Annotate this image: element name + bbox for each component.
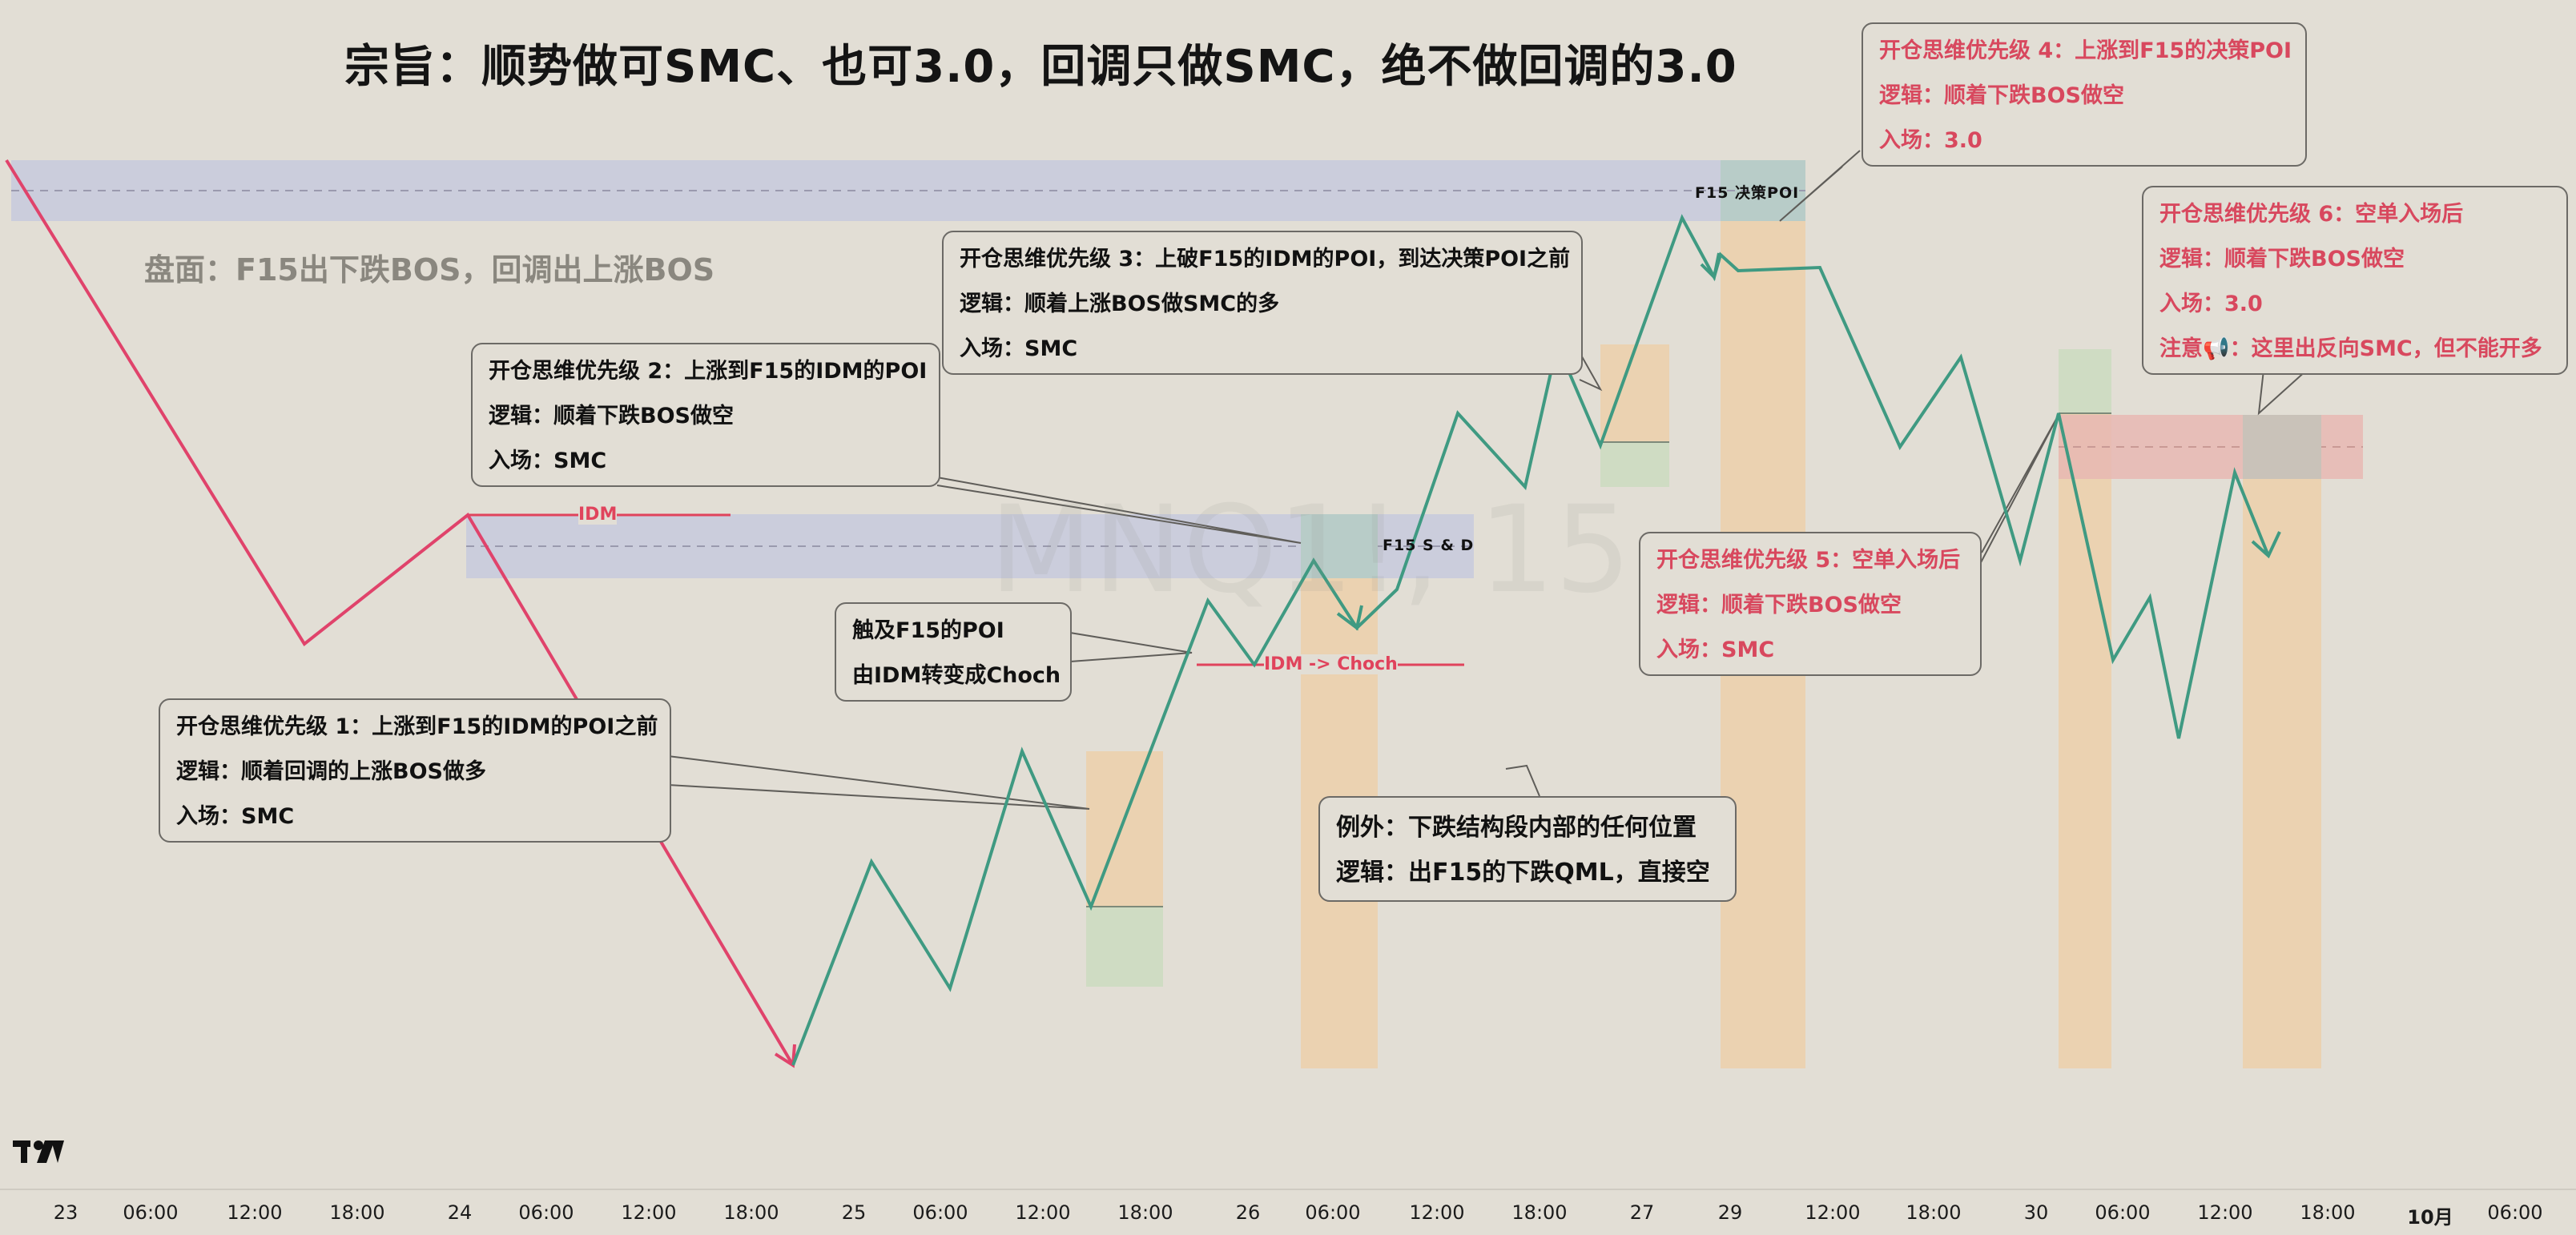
callout-priority-5-logic: 逻辑：顺着下跌BOS做空 <box>1656 593 1902 618</box>
arrow-tip-2 <box>1700 252 1721 281</box>
callout-priority-5-title: 开仓思维优先级 5：空单入场后 <box>1656 548 1961 573</box>
callout-priority-6-note: 注意📢：这里出反向SMC，但不能开多 <box>2159 336 2542 361</box>
time-axis-tick: 25 <box>841 1201 867 1224</box>
time-axis-tick: 12:00 <box>2197 1201 2253 1224</box>
callout-touch-poi-line1: 触及F15的POI <box>852 618 1004 643</box>
time-axis-tick: 12:00 <box>1805 1201 1861 1224</box>
time-axis-tick: 12:00 <box>1409 1201 1465 1224</box>
callout-priority-3-title: 开仓思维优先级 3：上破F15的IDM的POI，到达决策POI之前 <box>960 247 1571 272</box>
time-axis-tick: 06:00 <box>2487 1201 2543 1224</box>
time-axis[interactable] <box>0 1189 2576 1235</box>
tradingview-logo-icon[interactable] <box>11 1136 67 1168</box>
poi-orange-box-1 <box>1086 751 1163 907</box>
short-entry-orange-column <box>2059 413 2111 1068</box>
short-entry-green-box <box>2059 349 2111 413</box>
callout-priority-3: 开仓思维优先级 3：上破F15的IDM的POI，到达决策POI之前 逻辑：顺着上… <box>942 231 1583 375</box>
red-zone-grey-box <box>2243 415 2321 479</box>
time-axis-tick: 06:00 <box>912 1201 968 1224</box>
callout-priority-6-title: 开仓思维优先级 6：空单入场后 <box>2159 202 2464 227</box>
time-axis-tick: 30 <box>2023 1201 2049 1224</box>
time-axis-tick: 18:00 <box>1117 1201 1173 1224</box>
time-axis-tick: 18:00 <box>2300 1201 2356 1224</box>
callout-priority-3-entry: 入场：SMC <box>960 336 1078 361</box>
poi-green-box-1 <box>1086 907 1163 987</box>
time-axis-tick: 06:00 <box>518 1201 574 1224</box>
callout-exception: 例外：下跌结构段内部的任何位置 逻辑：出F15的下跌QML，直接空 <box>1318 796 1737 902</box>
callout-priority-2-logic: 逻辑：顺着下跌BOS做空 <box>489 404 734 428</box>
callout-priority-6-entry: 入场：3.0 <box>2159 292 2263 316</box>
callout-priority-4-title: 开仓思维优先级 4：上涨到F15的决策POI <box>1879 38 2292 63</box>
callout-priority-6: 开仓思维优先级 6：空单入场后 逻辑：顺着下跌BOS做空 入场：3.0 注意📢：… <box>2142 186 2568 375</box>
time-axis-tick: 10月 <box>2407 1206 2453 1229</box>
time-axis-tick: 18:00 <box>329 1201 385 1224</box>
time-axis-tick: 18:00 <box>723 1201 779 1224</box>
time-axis-tick: 27 <box>1629 1201 1655 1224</box>
idm-choch-level-label: IDM -> Choch <box>1264 654 1398 674</box>
time-axis-tick: 26 <box>1235 1201 1261 1224</box>
callout-priority-2: 开仓思维优先级 2：上涨到F15的IDM的POI 逻辑：顺着下跌BOS做空 入场… <box>471 343 940 487</box>
time-axis-tick: 06:00 <box>2095 1201 2151 1224</box>
time-axis-tick: 29 <box>1717 1201 1743 1224</box>
symbol-watermark: MNQ1!, 15 <box>989 481 1632 620</box>
down-leg-line <box>5 159 795 1067</box>
callout-priority-1-logic: 逻辑：顺着回调的上涨BOS做多 <box>176 759 486 784</box>
callout-priority-4: 开仓思维优先级 4：上涨到F15的决策POI 逻辑：顺着下跌BOS做空 入场：3… <box>1862 22 2307 167</box>
callout-touch-poi: 触及F15的POI 由IDM转变成Choch <box>835 602 1072 702</box>
callout-priority-5: 开仓思维优先级 5：空单入场后 逻辑：顺着下跌BOS做空 入场：SMC <box>1639 532 1982 676</box>
callout-priority-1-title: 开仓思维优先级 1：上涨到F15的IDM的POI之前 <box>176 714 658 739</box>
poi-green-box-3 <box>1600 442 1669 487</box>
time-axis-tick: 06:00 <box>1305 1201 1361 1224</box>
time-axis-tick: 12:00 <box>227 1201 283 1224</box>
callout-priority-6-logic: 逻辑：顺着下跌BOS做空 <box>2159 247 2405 272</box>
headline: 宗旨：顺势做可SMC、也可3.0，回调只做SMC，绝不做回调的3.0 <box>344 41 1737 93</box>
red-zone-orange-column <box>2243 479 2321 1068</box>
callout-priority-2-entry: 入场：SMC <box>489 449 607 473</box>
time-axis-tick: 18:00 <box>1906 1201 1962 1224</box>
time-axis-tick: 12:00 <box>1015 1201 1071 1224</box>
time-axis-tick: 24 <box>447 1201 473 1224</box>
callout-priority-5-entry: 入场：SMC <box>1656 638 1775 662</box>
decision-poi-label: F15 决策POI <box>1695 184 1800 202</box>
board-note: 盘面：F15出下跌BOS，回调出上涨BOS <box>144 252 715 288</box>
time-axis-tick: 12:00 <box>621 1201 677 1224</box>
arrow-tip-1 <box>1336 605 1363 631</box>
up-leg-line <box>791 214 2270 1066</box>
callout-priority-1-entry: 入场：SMC <box>176 804 295 829</box>
callout-touch-poi-line2: 由IDM转变成Choch <box>852 663 1061 688</box>
poi-orange-box-3 <box>1600 344 1669 442</box>
sd-zone-label: F15 S & D <box>1383 537 1475 554</box>
callout-priority-3-logic: 逻辑：顺着上涨BOS做SMC的多 <box>960 292 1280 316</box>
callout-priority-1: 开仓思维优先级 1：上涨到F15的IDM的POI之前 逻辑：顺着回调的上涨BOS… <box>159 698 671 843</box>
arrow-tip-3 <box>2251 531 2281 559</box>
time-axis-tick: 23 <box>53 1201 78 1224</box>
poi-green-box-2 <box>1301 514 1378 578</box>
idm-level-label: IDM <box>578 505 618 525</box>
callout-priority-4-entry: 入场：3.0 <box>1879 128 1982 153</box>
callout-priority-4-logic: 逻辑：顺着下跌BOS做空 <box>1879 83 2124 108</box>
time-axis-tick: 06:00 <box>123 1201 179 1224</box>
callout-exception-line2: 逻辑：出F15的下跌QML，直接空 <box>1336 859 1710 887</box>
callout-exception-line1: 例外：下跌结构段内部的任何位置 <box>1336 814 1697 842</box>
callout-priority-2-title: 开仓思维优先级 2：上涨到F15的IDM的POI <box>489 359 928 384</box>
time-axis-tick: 18:00 <box>1511 1201 1568 1224</box>
